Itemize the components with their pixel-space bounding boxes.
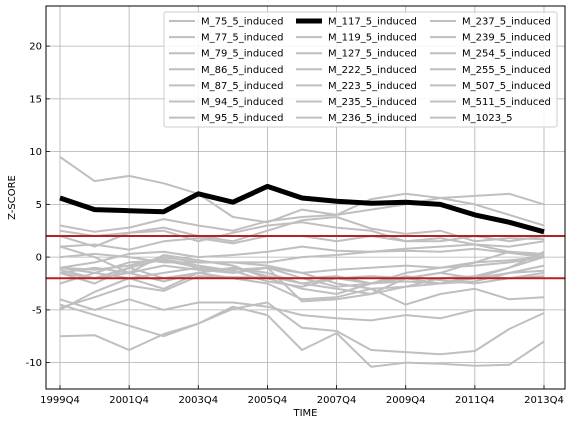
x-tick-label: 2003Q4 [178, 395, 218, 406]
legend-label: M_507_5_induced [462, 81, 551, 92]
legend-label: M_239_5_induced [462, 33, 551, 44]
y-tick-label: -10 [26, 358, 42, 369]
legend-label: M_254_5_induced [462, 49, 551, 60]
plot-frame [45, 5, 566, 390]
legend-label: M_1023_5 [462, 113, 512, 124]
legend-label: M_75_5_induced [201, 17, 284, 28]
x-tick-label: 2011Q4 [455, 395, 495, 406]
x-tick-label: 2009Q4 [386, 395, 426, 406]
x-ticks: 1999Q4 2001Q4 2003Q4 2005Q4 2007Q4 2009Q4 2011… [40, 385, 564, 406]
series-line [59, 303, 545, 368]
series-line [59, 245, 545, 303]
x-tick-label: 2013Q4 [524, 395, 564, 406]
legend-label: M_223_5_induced [328, 81, 417, 92]
series-line [59, 256, 545, 288]
y-ticks: -10 -5 0 5 10 15 20 [26, 42, 50, 369]
legend-label: M_235_5_induced [328, 97, 417, 108]
y-tick-label: 20 [29, 42, 42, 53]
series-line [59, 243, 545, 271]
series-line [59, 245, 545, 269]
legend-label: M_117_5_induced [328, 17, 417, 28]
y-tick-label: 0 [36, 253, 42, 264]
y-tick-label: -5 [32, 305, 42, 316]
legend-label: M_86_5_induced [201, 65, 284, 76]
y-tick-label: 10 [29, 147, 42, 158]
x-tick-label: 2001Q4 [109, 395, 149, 406]
legend-box [163, 11, 558, 128]
legend-label: M_77_5_induced [201, 33, 284, 44]
legend-label: M_119_5_induced [328, 33, 417, 44]
series-line-highlight [59, 183, 545, 235]
series-line [59, 216, 545, 243]
y-tick-label: 5 [36, 200, 42, 211]
legend-label: M_236_5_induced [328, 113, 417, 124]
x-tick-label: 2007Q4 [317, 395, 357, 406]
legend-label: M_127_5_induced [328, 49, 417, 60]
legend: M_75_5_induced M_77_5_induced M_79_5_induc… [163, 11, 558, 128]
legend-label: M_87_5_induced [201, 81, 284, 92]
series-line [59, 298, 544, 322]
legend-label: M_222_5_induced [328, 65, 417, 76]
y-axis-label: Z-SCORE [7, 175, 18, 220]
legend-label: M_95_5_induced [201, 113, 284, 124]
x-tick-label: 2005Q4 [248, 395, 288, 406]
series-line [59, 156, 545, 227]
series-line [59, 252, 545, 274]
y-tick-label: 15 [29, 94, 42, 105]
x-axis-label: TIME [292, 408, 317, 419]
legend-label: M_255_5_induced [462, 65, 551, 76]
series-lines [59, 156, 545, 368]
legend-label: M_79_5_induced [201, 49, 284, 60]
legend-label: M_237_5_induced [462, 17, 551, 28]
series-line [59, 301, 545, 356]
series-line [59, 264, 545, 311]
legend-label: M_94_5_induced [201, 97, 284, 108]
x-tick-label: 1999Q4 [40, 395, 80, 406]
series-line [59, 235, 545, 251]
legend-label: M_511_5_induced [462, 97, 551, 108]
series-line [59, 192, 545, 233]
threshold-lines [46, 235, 565, 280]
